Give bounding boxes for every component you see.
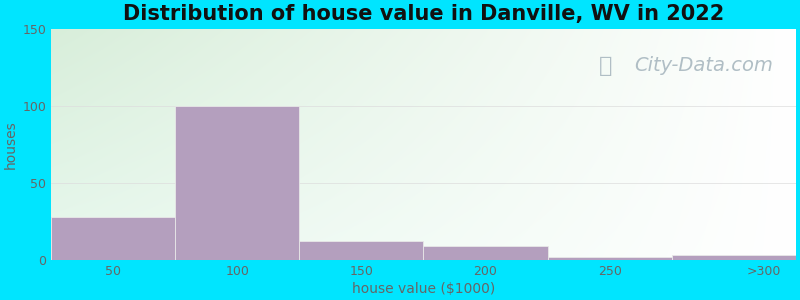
Title: Distribution of house value in Danville, WV in 2022: Distribution of house value in Danville,…: [123, 4, 724, 24]
Text: City-Data.com: City-Data.com: [634, 56, 774, 75]
Bar: [672, 255, 796, 260]
X-axis label: house value ($1000): house value ($1000): [352, 282, 495, 296]
Text: ⌕: ⌕: [598, 56, 612, 76]
Y-axis label: houses: houses: [4, 120, 18, 169]
Bar: [175, 106, 299, 260]
Bar: [51, 217, 175, 260]
Bar: [547, 257, 672, 260]
Bar: [423, 246, 547, 260]
Bar: [299, 241, 423, 260]
